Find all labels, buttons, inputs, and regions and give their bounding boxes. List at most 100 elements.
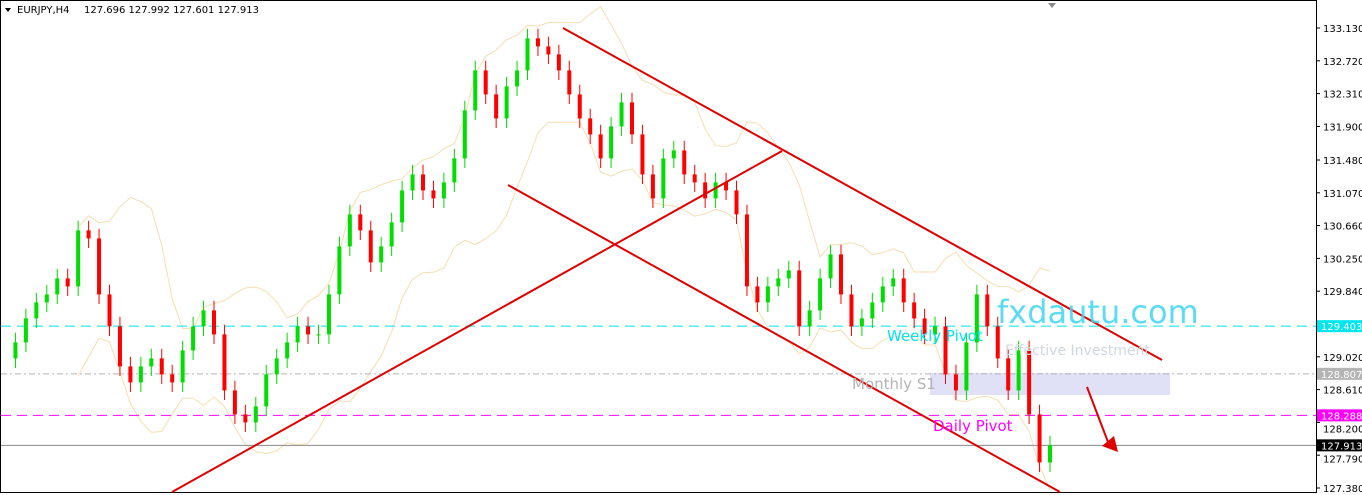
candle-body xyxy=(1016,350,1021,391)
candle-body xyxy=(577,94,582,119)
y-tick-label: 128.610 xyxy=(1323,386,1362,397)
price-level-badge-label: 128.288 xyxy=(1321,411,1362,422)
candle-body xyxy=(525,38,530,71)
candle-body xyxy=(494,94,499,119)
candle-body xyxy=(107,294,112,327)
candle-body xyxy=(410,174,415,191)
price-level-badge xyxy=(1317,320,1362,333)
candle-body xyxy=(724,182,729,191)
candle-body xyxy=(55,278,60,295)
candle-body xyxy=(337,246,342,295)
y-tick-label: 127.790 xyxy=(1323,454,1362,465)
candle-body xyxy=(368,230,373,263)
y-tick-label: 129.020 xyxy=(1323,353,1362,364)
candle-body xyxy=(640,134,645,175)
candle-body xyxy=(97,238,102,295)
candle-body xyxy=(201,310,206,327)
candle-body xyxy=(776,278,781,287)
candle-body xyxy=(285,342,290,359)
candle-body xyxy=(274,358,279,375)
daily-pivot-label: Daily Pivot xyxy=(933,417,1013,435)
candle-body xyxy=(880,286,885,303)
candle-body xyxy=(682,150,687,175)
ohlc-values: 127.696 127.992 127.601 127.913 xyxy=(84,5,259,16)
candle-body xyxy=(859,318,864,327)
watermark-tagline: Effective Investment xyxy=(1005,343,1150,359)
y-tick-label: 131.070 xyxy=(1323,189,1362,200)
price-level-badge-label: 128.807 xyxy=(1321,370,1362,381)
candle-body xyxy=(985,294,990,327)
candle-body xyxy=(744,214,749,287)
candle-body xyxy=(912,302,917,319)
upper-channel-line xyxy=(562,27,1163,361)
candle-body xyxy=(326,294,331,335)
price-level-badge xyxy=(1317,409,1362,422)
candle-body xyxy=(567,70,572,95)
candle-body xyxy=(713,182,718,199)
candle-body xyxy=(159,358,164,375)
candle-body xyxy=(943,326,948,375)
candle-body xyxy=(212,310,216,335)
y-tick-label: 132.720 xyxy=(1323,57,1362,68)
candle-body xyxy=(619,102,624,127)
candle-body xyxy=(891,278,896,287)
candle-body xyxy=(452,158,457,183)
candle-body xyxy=(1027,350,1032,415)
candle-body xyxy=(170,374,175,383)
candle-body xyxy=(807,310,812,327)
candle-body xyxy=(661,158,666,199)
candle-body xyxy=(546,46,551,55)
candle-body xyxy=(849,294,854,327)
upper-band xyxy=(77,5,1051,330)
candle-body xyxy=(933,326,938,335)
candle-body xyxy=(117,326,122,367)
candle-body xyxy=(462,110,467,159)
candle-body xyxy=(389,222,394,247)
candle-body xyxy=(86,230,91,239)
lower-channel-line xyxy=(507,184,1061,493)
y-tick-label: 130.660 xyxy=(1323,222,1362,233)
y-tick-label: 130.250 xyxy=(1323,254,1362,265)
candle-body xyxy=(598,134,603,159)
chart-shift-marker-icon[interactable] xyxy=(1048,3,1056,8)
candle-body xyxy=(379,246,384,263)
dropdown-triangle-icon[interactable] xyxy=(5,8,11,12)
candle-body xyxy=(515,70,520,87)
candle-body xyxy=(65,278,70,287)
candle-body xyxy=(149,358,154,367)
weekly-pivot-label: Weekly Pivot xyxy=(887,327,983,345)
arrow-head-icon xyxy=(1102,436,1118,452)
candle-body xyxy=(922,318,927,335)
candle-body xyxy=(13,342,18,359)
candle-body xyxy=(839,254,843,295)
candle-body xyxy=(1048,445,1052,463)
monthly-s1-zone xyxy=(930,373,1170,395)
candle-body xyxy=(765,286,770,303)
candle-body xyxy=(264,374,269,407)
y-tick-label: 131.480 xyxy=(1323,156,1362,167)
candle-body xyxy=(1006,358,1011,391)
monthly-s1-label: Monthly S1 xyxy=(852,375,936,393)
price-level-badge-label: 127.913 xyxy=(1321,441,1362,452)
candle-body xyxy=(734,190,739,215)
y-tick-label: 131.900 xyxy=(1323,122,1362,133)
candle-body xyxy=(243,414,248,423)
candle-body xyxy=(964,342,969,391)
candle-body xyxy=(786,270,791,279)
candle-body xyxy=(306,326,311,335)
trendlines xyxy=(171,27,1163,493)
candle-body xyxy=(138,366,143,383)
y-tick-label: 132.310 xyxy=(1323,90,1362,101)
price-level-badge xyxy=(1317,439,1362,452)
candle-body xyxy=(400,190,405,223)
candle-body xyxy=(556,54,561,71)
candle-body xyxy=(44,294,49,303)
candle-body xyxy=(671,150,676,159)
candle-body xyxy=(232,390,237,415)
candle-body xyxy=(588,118,593,135)
candle-body xyxy=(34,302,39,319)
candle-body xyxy=(421,174,425,191)
candle-body xyxy=(609,126,614,159)
